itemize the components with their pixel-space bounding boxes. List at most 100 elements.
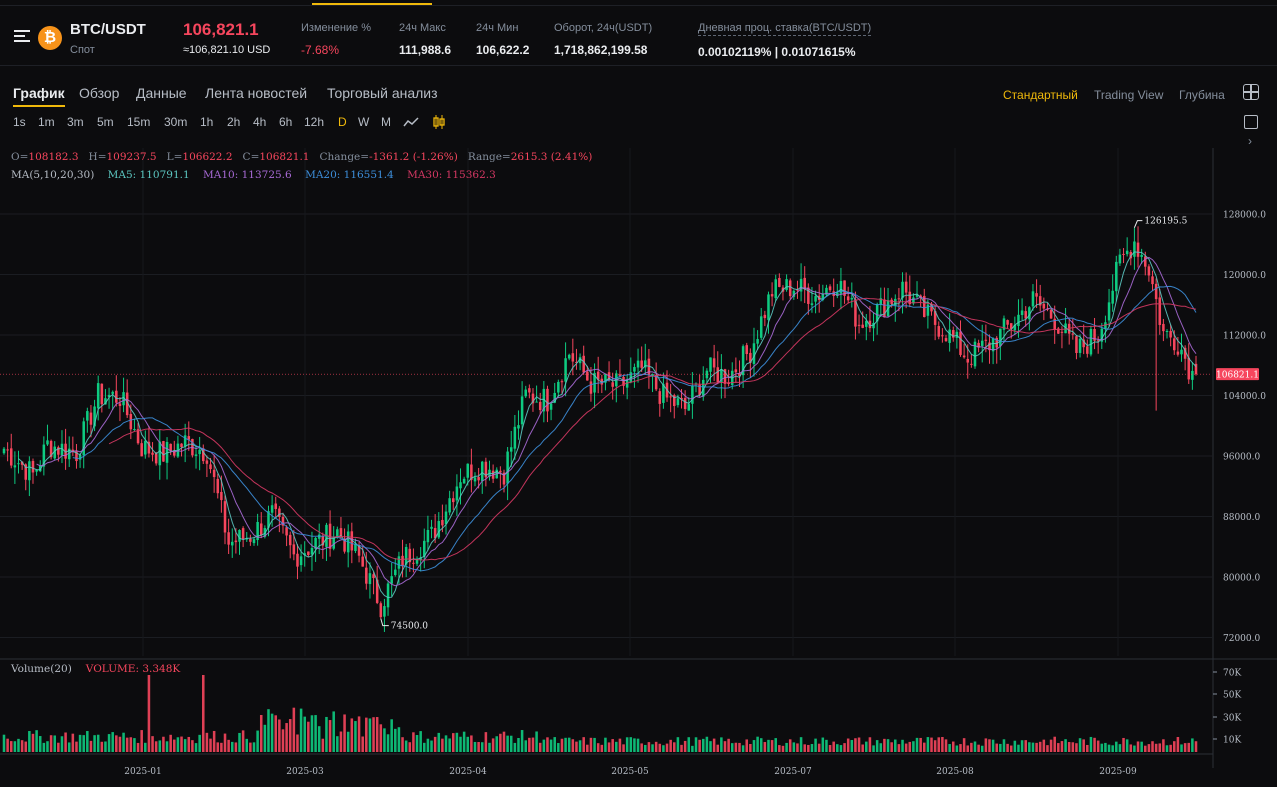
interval-1h[interactable]: 1h [200,115,214,129]
volume-bar [767,739,770,752]
tab-chart[interactable]: График [13,85,65,107]
candle-body [390,576,393,584]
candle-body [1042,303,1046,309]
pair-name[interactable]: BTC/USDT [70,21,146,38]
candle-body [223,501,227,533]
stat-interest-rate[interactable]: Дневная проц. ставка(BTC/USDT) 0.0010211… [698,22,872,59]
candle-body [930,304,933,312]
candle-body [176,443,180,457]
volume-bar [180,736,183,752]
candle-body [49,440,53,458]
candle-body [546,388,549,412]
volume-bar [850,740,854,752]
top-accent-bar [312,3,432,5]
candle-body [654,375,658,390]
interval-1m[interactable]: 1m [38,115,55,129]
volume-bar [535,731,538,752]
volume-bar [502,731,506,752]
volume-bar [332,711,335,752]
volume-bar [423,742,426,752]
volume-bar [176,737,180,752]
candle-body [691,385,694,404]
candle-body [336,529,339,537]
volume-bar [303,716,306,752]
menu-icon[interactable] [14,30,30,44]
volume-bar [1060,741,1064,752]
volume-bar [46,741,49,752]
volume-bar [1180,744,1183,752]
interval-2h[interactable]: 2h [227,115,241,129]
candle-body [633,367,636,372]
volume-bar [202,675,205,752]
candle-body [1147,266,1151,276]
interval-6h[interactable]: 6h [279,115,293,129]
interval-5m[interactable]: 5m [97,115,114,129]
volume-bar [230,741,234,752]
interval-15m[interactable]: 15m [127,115,151,129]
interval-1s[interactable]: 1s [13,115,26,129]
tab-overview[interactable]: Обзор [79,85,120,101]
volume-bar [245,738,249,752]
view-standard[interactable]: Стандартный [1003,88,1078,102]
candle-body [589,381,593,394]
candlestick-chart[interactable]: 128000.0 120000.0 112000.0 104000.0 96000.0 8… [0,148,1277,787]
candle-body [60,443,64,456]
line-chart-icon[interactable] [403,116,419,128]
interval-4h[interactable]: 4h [253,115,267,129]
volume-bar [162,736,165,752]
candle-body [115,390,118,403]
volume-bar [292,707,296,752]
candle-body [1031,291,1035,307]
candle-body [973,341,977,367]
tab-news[interactable]: Лента новостей [205,85,308,101]
volume-bar [828,745,832,752]
interval-12h[interactable]: 12h [304,115,325,129]
candle-body [792,290,796,297]
candle-body [560,381,564,383]
candle-body [423,540,426,557]
interval-3m[interactable]: 3m [67,115,84,129]
volume-bar [93,735,96,752]
volume-bar [296,734,299,752]
volume-bar [796,743,799,752]
candle-body [67,448,71,460]
view-depth[interactable]: Глубина [1179,88,1225,102]
candlestick-icon[interactable] [432,114,446,130]
volume-bar [1154,743,1158,752]
candle-body [1020,310,1024,316]
layout-grid-icon[interactable] [1243,84,1259,100]
interval-m[interactable]: M [381,115,391,129]
volume-bar [691,745,694,752]
candle-body [759,316,763,338]
volume-bar [346,731,350,752]
candle-body [17,463,20,465]
candle-body [227,532,230,545]
fullscreen-icon[interactable] [1244,115,1258,129]
candle-body [712,358,716,368]
candle-body [1144,256,1147,267]
candle-body [53,446,56,459]
candle-body [1009,323,1013,329]
candle-body [912,297,915,304]
volume-bar [843,743,846,752]
volume-bar [600,744,604,752]
interval-30m[interactable]: 30m [164,115,188,129]
volume-bar [716,744,720,752]
volume-bar [234,742,238,752]
candle-body [292,544,296,555]
time-tick-label: 2025-04 [449,767,487,777]
tab-trading-analysis[interactable]: Торговый анализ [327,85,438,101]
candle-body [281,516,285,526]
view-tradingview[interactable]: Trading View [1094,88,1164,102]
candle-body [310,548,314,555]
ma-title: MA(5,10,20,30) [11,169,95,181]
tab-data[interactable]: Данные [136,85,187,101]
candle-body [1064,323,1067,334]
volume-bar [647,742,651,752]
scroll-right-icon[interactable]: › [1248,134,1252,148]
interval-d[interactable]: D [338,115,347,129]
interval-w[interactable]: W [358,115,370,129]
chart-area[interactable]: 128000.0 120000.0 112000.0 104000.0 96000.0 8… [0,148,1277,787]
candle-body [375,579,379,603]
candle-body [542,388,546,412]
